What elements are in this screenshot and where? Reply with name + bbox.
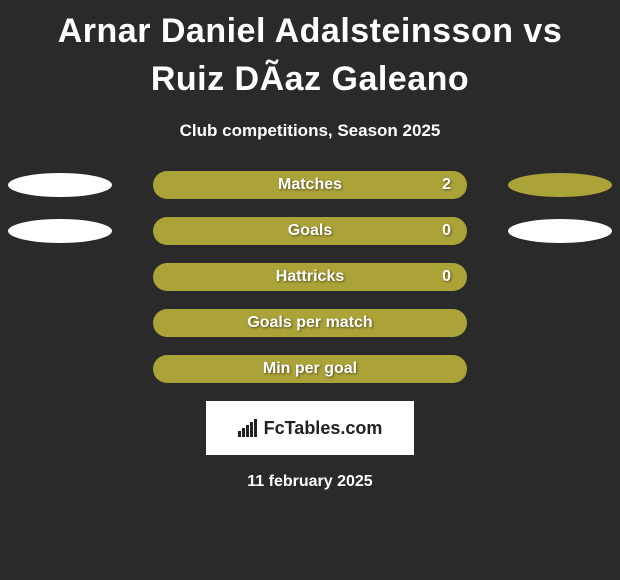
ellipse-spacer <box>508 357 612 381</box>
right-ellipse <box>508 219 612 243</box>
right-ellipse <box>508 173 612 197</box>
stat-row: Hattricks 0 <box>0 263 620 291</box>
stat-label: Goals <box>288 222 332 240</box>
stat-row: Goals 0 <box>0 217 620 245</box>
subtitle: Club competitions, Season 2025 <box>0 121 620 141</box>
stat-row: Matches 2 <box>0 171 620 199</box>
chart-icon <box>238 419 260 437</box>
stat-value: 0 <box>442 268 451 286</box>
stat-label: Min per goal <box>263 360 357 378</box>
brand-label: FcTables.com <box>264 418 383 439</box>
stat-value: 2 <box>442 176 451 194</box>
stat-bar: Hattricks 0 <box>153 263 467 291</box>
date-text: 11 february 2025 <box>0 473 620 491</box>
brand-box[interactable]: FcTables.com <box>206 401 414 455</box>
stat-bar: Matches 2 <box>153 171 467 199</box>
stats-block: Matches 2 Goals 0 Hattricks 0 Goals per match M… <box>0 171 620 383</box>
ellipse-spacer <box>8 265 112 289</box>
stat-bar: Goals 0 <box>153 217 467 245</box>
page-title: Arnar Daniel Adalsteinsson vs Ruiz DÃ­az… <box>0 0 620 103</box>
stat-value: 0 <box>442 222 451 240</box>
stat-row: Min per goal <box>0 355 620 383</box>
stats-container: Arnar Daniel Adalsteinsson vs Ruiz DÃ­az… <box>0 0 620 491</box>
ellipse-spacer <box>508 311 612 335</box>
stat-bar: Min per goal <box>153 355 467 383</box>
ellipse-spacer <box>8 357 112 381</box>
stat-label: Goals per match <box>247 314 372 332</box>
stat-label: Hattricks <box>276 268 344 286</box>
left-ellipse <box>8 219 112 243</box>
left-ellipse <box>8 173 112 197</box>
stat-label: Matches <box>278 176 342 194</box>
ellipse-spacer <box>508 265 612 289</box>
stat-row: Goals per match <box>0 309 620 337</box>
stat-bar: Goals per match <box>153 309 467 337</box>
ellipse-spacer <box>8 311 112 335</box>
